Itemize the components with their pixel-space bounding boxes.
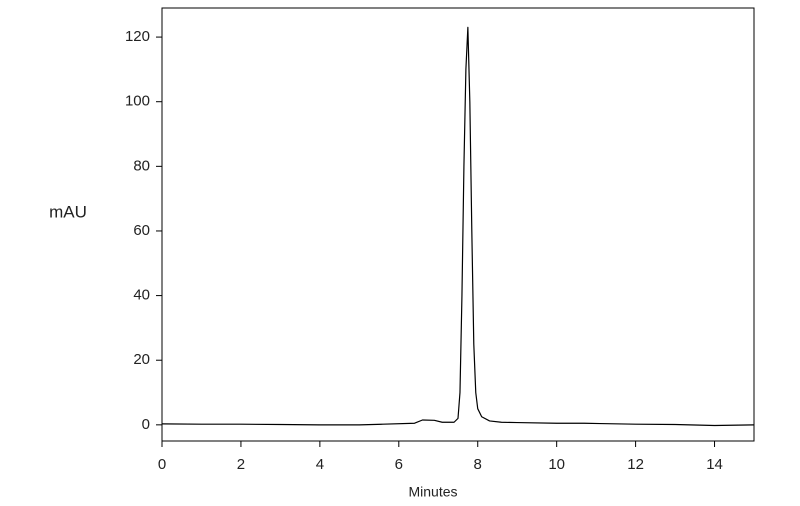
- x-tick-label: 4: [316, 456, 324, 473]
- x-axis-label: Minutes: [408, 484, 457, 500]
- y-tick-label: 0: [142, 416, 150, 433]
- y-axis-label: mAU: [49, 202, 87, 221]
- y-tick-label: 100: [125, 93, 150, 110]
- data-line: [161, 26, 755, 427]
- y-tick-label: 80: [133, 157, 150, 174]
- plot-frame: [161, 7, 755, 442]
- y-tick-label: 120: [125, 28, 150, 45]
- x-tick-label: 6: [395, 456, 403, 473]
- x-tick-label: 12: [627, 456, 644, 473]
- x-tick-label: 10: [548, 456, 565, 473]
- x-tick-label: 2: [237, 456, 245, 473]
- y-tick-label: 20: [133, 351, 150, 368]
- y-tick-label: 40: [133, 287, 150, 304]
- y-tick-label: 60: [133, 222, 150, 239]
- x-tick-label: 8: [474, 456, 482, 473]
- x-tick-label: 0: [158, 456, 166, 473]
- x-tick-label: 14: [706, 456, 723, 473]
